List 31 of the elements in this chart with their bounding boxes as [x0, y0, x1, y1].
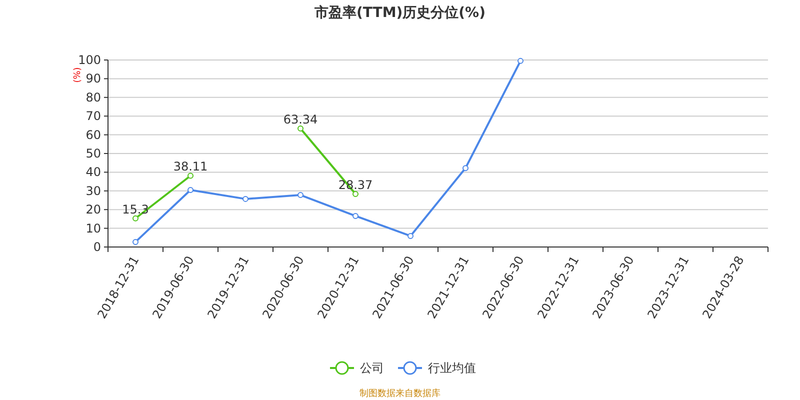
point: [352, 212, 358, 219]
point: [298, 126, 304, 132]
y-tick-label: 0: [93, 240, 101, 254]
data-label: 63.34: [283, 112, 318, 127]
y-tick-label: 70: [86, 109, 101, 124]
y-tick-label: 60: [86, 128, 101, 142]
text: 制图数据来自数据库: [360, 388, 440, 399]
data-label: 38.11: [173, 160, 208, 174]
point: [298, 192, 304, 198]
data-label: 15.3: [122, 202, 149, 216]
point: [462, 165, 468, 172]
y-tick-label: 10: [86, 221, 101, 236]
point: [408, 232, 414, 239]
point: [518, 58, 524, 64]
legend-label: 公司: [360, 361, 384, 375]
point: [132, 215, 138, 222]
y-tick-label: 100: [78, 53, 101, 67]
y-tick-label: 30: [86, 184, 101, 198]
point: [188, 186, 194, 193]
y-tick-label: 40: [86, 165, 101, 180]
legend-label: 行业均值: [428, 361, 476, 375]
y-tick-label: 90: [86, 72, 101, 86]
point: [352, 190, 358, 197]
y-tick-label: 50: [86, 146, 101, 160]
y-tick-label: 20: [86, 202, 101, 217]
y-tick-label: 80: [86, 90, 101, 104]
point: [132, 238, 138, 245]
chart-title: 市盈率(TTM)历史分位(%): [314, 4, 486, 21]
y-axis-title: (%): [73, 67, 83, 83]
point: [242, 196, 248, 202]
point: [188, 172, 194, 179]
